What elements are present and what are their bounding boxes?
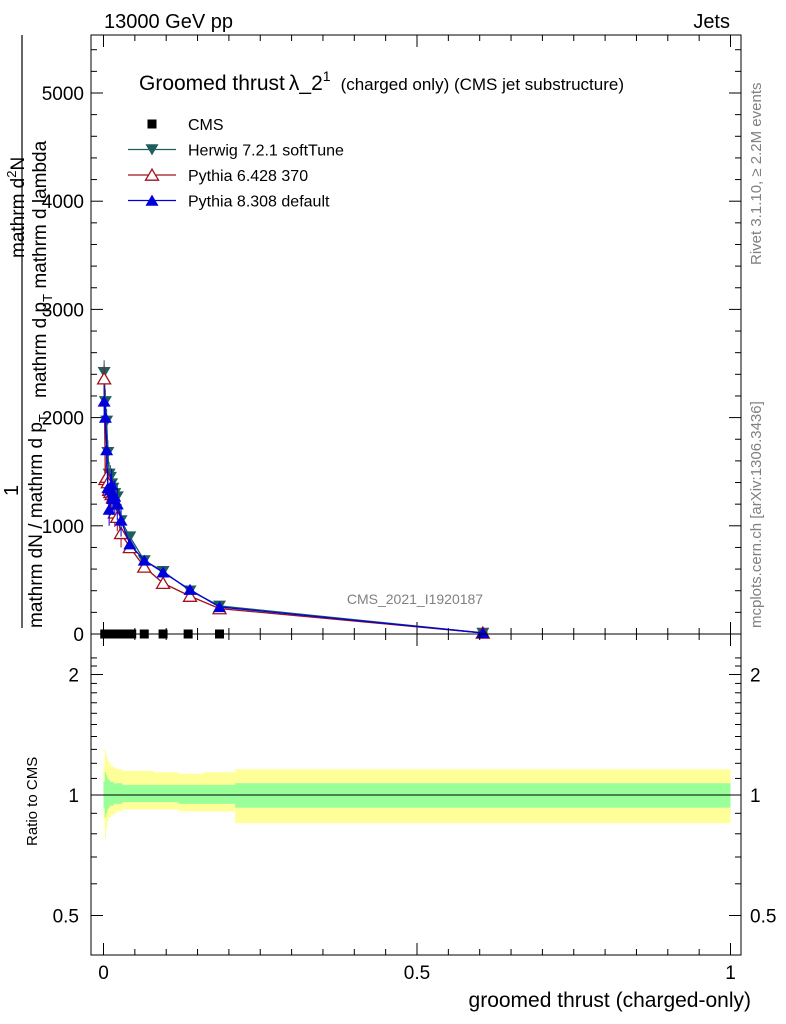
series-point bbox=[114, 514, 128, 526]
legend-marker bbox=[145, 194, 159, 206]
ylabel-numerator: mathrm d2N bbox=[4, 157, 29, 258]
ylabel-num-d: mathrm d bbox=[8, 178, 29, 258]
main-y-tick-label: 0 bbox=[73, 625, 84, 646]
ylabel-den2-dl: mathrm d lambda bbox=[30, 140, 51, 294]
series-point bbox=[105, 478, 119, 490]
ratio-y-tick-label-right: 2 bbox=[750, 666, 761, 687]
main-y-tick-label: 3000 bbox=[42, 300, 84, 321]
x-axis-label: groomed thrust (charged-only) bbox=[469, 989, 751, 1012]
legend-label: Pythia 8.308 default bbox=[188, 194, 330, 211]
x-tick-label: 0.5 bbox=[404, 963, 430, 984]
legend-label: Herwig 7.2.1 softTune bbox=[188, 143, 344, 160]
ratio-y-axis-label: Ratio to CMS bbox=[24, 757, 41, 846]
series-point bbox=[212, 601, 226, 613]
ylabel-den2-dp: mathrm d p bbox=[30, 302, 51, 398]
ratio-y-ticks: 0.5 0.5 1 1 2 2 bbox=[53, 657, 776, 928]
main-y-ticks: 0 1000 2000 3000 4000 5000 bbox=[42, 49, 741, 646]
ratio-y-tick-label: 0.5 bbox=[53, 907, 79, 928]
ylabel-second-denominator: mathrm d pT mathrm d lambda bbox=[30, 140, 55, 398]
legend: CMS Herwig 7.2.1 softTune Pythia 6.428 370… bbox=[128, 117, 344, 211]
series-point bbox=[182, 588, 198, 602]
mcplots-label: mcplots.cern.ch [arXiv:1306.3436] bbox=[748, 401, 765, 628]
x-tick-label: 0 bbox=[98, 963, 109, 984]
legend-marker bbox=[145, 144, 159, 156]
series-point bbox=[156, 566, 170, 578]
series-point bbox=[96, 371, 112, 385]
plot-title: Groomed thrust λ_21 (charged only) (CMS je… bbox=[139, 68, 624, 95]
main-y-tick-label: 5000 bbox=[42, 84, 84, 105]
series-point bbox=[110, 498, 124, 510]
rivet-label: Rivet 3.1.10, ≥ 2.2M events bbox=[748, 83, 765, 266]
ylabel-denominator: mathrm dN / mathrm d pT bbox=[26, 414, 51, 628]
series-point bbox=[98, 411, 112, 423]
ylabel-den-sub: T bbox=[36, 414, 51, 422]
ylabel-den2-sub: T bbox=[40, 294, 55, 302]
legend-marker bbox=[144, 167, 160, 181]
series-pythia-8-308-default bbox=[97, 385, 490, 639]
main-y-tick-label: 4000 bbox=[42, 192, 84, 213]
main-y-tick-label: 2000 bbox=[42, 409, 84, 430]
series-point bbox=[123, 538, 137, 550]
series-point bbox=[155, 576, 171, 589]
title-main: Groomed thrust bbox=[139, 72, 285, 95]
ratio-y-tick-label: 2 bbox=[68, 666, 79, 687]
series-point bbox=[108, 490, 122, 502]
ratio-y-tick-label: 1 bbox=[68, 786, 79, 807]
title-rest: (charged only) (CMS jet substructure) bbox=[341, 75, 624, 94]
series-point bbox=[102, 503, 116, 515]
ylabel-one: 1 bbox=[1, 485, 23, 496]
series-point bbox=[136, 559, 152, 573]
ylabel-num-sup: 2 bbox=[4, 171, 19, 178]
energy-label: 13000 GeV pp bbox=[104, 11, 233, 33]
title-superscript: 1 bbox=[323, 68, 331, 84]
analysis-watermark: CMS_2021_I1920187 bbox=[347, 591, 483, 607]
ylabel-den-text: mathrm dN / mathrm d p bbox=[26, 422, 47, 628]
ratio-y-tick-label-right: 0.5 bbox=[750, 907, 776, 928]
series-point bbox=[137, 554, 151, 566]
series-point bbox=[183, 583, 197, 595]
ratio-x-ticks: 0 0.5 1 bbox=[98, 634, 736, 984]
x-tick-label: 1 bbox=[725, 963, 736, 984]
title-lambda: λ_2 bbox=[289, 72, 323, 95]
ratio-panel: 0.5 0.51 12 2 0 0.5 1 Ratio to CMS groomed th… bbox=[24, 633, 776, 1012]
legend-marker bbox=[147, 119, 157, 129]
legend-label: CMS bbox=[188, 117, 224, 134]
series-point bbox=[97, 395, 111, 407]
ratio-y-tick-label-right: 1 bbox=[750, 786, 761, 807]
main-y-axis-label: 1 mathrm dN / mathrm d pT mathrm d2N mat… bbox=[1, 35, 55, 628]
ratio-bands bbox=[103, 749, 731, 839]
series-point bbox=[100, 444, 114, 456]
main-y-tick-label: 1000 bbox=[42, 517, 84, 538]
legend-label: Pythia 6.428 370 bbox=[188, 168, 308, 185]
ylabel-num-N: N bbox=[8, 157, 29, 171]
process-label: Jets bbox=[693, 11, 730, 33]
